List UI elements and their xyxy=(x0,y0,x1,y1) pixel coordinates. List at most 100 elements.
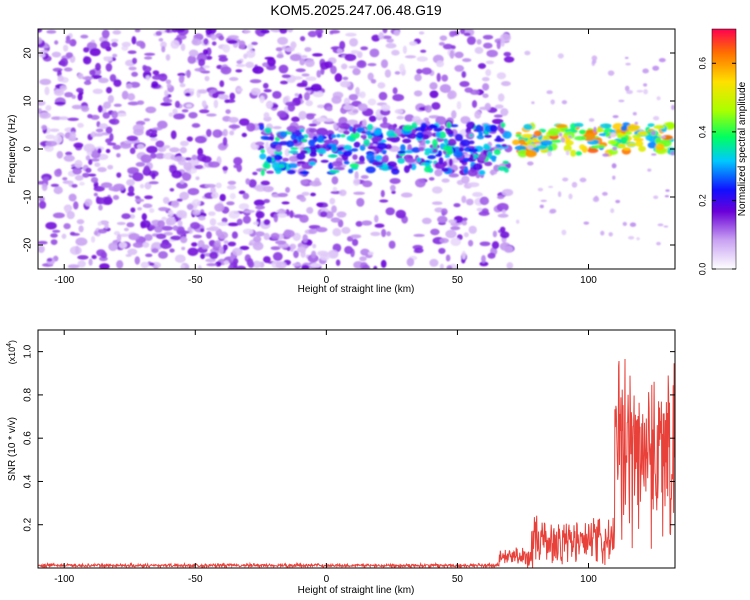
spectral-blob xyxy=(607,70,615,76)
spectral-blob xyxy=(187,187,200,196)
spectral-blob xyxy=(539,204,544,209)
spectral-blob xyxy=(281,74,292,79)
spectral-blob xyxy=(108,242,118,252)
spectral-blob xyxy=(385,207,395,216)
spectral-blob xyxy=(163,231,173,236)
spectral-blob xyxy=(78,225,84,233)
spectral-blob xyxy=(259,153,267,160)
spectral-blob xyxy=(392,87,398,95)
spectral-blob xyxy=(162,196,170,204)
spectral-blob xyxy=(235,265,247,269)
spectral-blob xyxy=(429,82,438,90)
spectral-blob xyxy=(263,219,271,226)
spectral-blob xyxy=(447,90,457,99)
spectral-blob xyxy=(105,126,113,134)
spectral-blob xyxy=(429,258,439,267)
spectral-blob xyxy=(476,207,484,212)
spectral-blob xyxy=(50,233,58,238)
spectral-blob xyxy=(90,39,96,43)
spectral-blob xyxy=(548,185,554,188)
spectral-blob xyxy=(98,77,109,84)
spectral-blob xyxy=(289,210,294,219)
spectral-blob xyxy=(611,163,617,169)
spectral-blob xyxy=(550,99,555,105)
spectral-blob xyxy=(311,250,317,259)
spectral-blob xyxy=(436,72,441,82)
spectral-blob xyxy=(293,138,298,144)
spectral-blob xyxy=(468,239,474,247)
spectral-blob xyxy=(209,251,219,260)
spectral-blob xyxy=(344,53,357,62)
spectral-blob xyxy=(608,232,613,237)
spectral-blob xyxy=(263,88,272,93)
spectral-blob xyxy=(188,111,198,119)
spectral-blob xyxy=(112,53,118,58)
spectral-blob xyxy=(343,97,351,106)
spectral-blob xyxy=(160,41,167,49)
spectral-blob xyxy=(252,241,264,251)
spectral-blob xyxy=(226,201,235,206)
spectral-blob xyxy=(444,154,451,159)
spectral-blob xyxy=(349,163,360,168)
spectral-blob xyxy=(441,208,448,216)
spectral-blob xyxy=(116,153,121,158)
spectral-blob xyxy=(400,192,413,198)
spectral-blob xyxy=(169,147,180,153)
spectral-blob xyxy=(652,116,660,121)
spectral-blob xyxy=(238,118,250,126)
spectral-blob xyxy=(53,186,63,195)
spectral-blob xyxy=(296,160,306,165)
spectral-blob xyxy=(656,241,661,246)
spectral-blob xyxy=(38,245,45,253)
spectral-blob xyxy=(231,231,238,239)
spectral-blob xyxy=(441,178,450,183)
spectral-blob xyxy=(561,229,567,236)
spectrogram-heatmap xyxy=(38,29,675,269)
spectral-blob xyxy=(249,79,262,84)
spectral-blob xyxy=(68,193,77,202)
spectral-blob xyxy=(262,82,269,89)
spectral-blob xyxy=(442,43,454,50)
spectral-blob xyxy=(83,80,92,85)
spectral-blob xyxy=(316,143,321,150)
spectrogram-x-axis-label: Height of straight line (km) xyxy=(298,284,415,295)
spectral-blob xyxy=(277,36,289,45)
spectral-blob xyxy=(43,177,50,182)
spectral-blob xyxy=(312,53,323,57)
spectral-blob xyxy=(179,140,189,147)
spectral-blob xyxy=(199,109,210,114)
spectral-blob xyxy=(558,132,563,137)
spectral-blob xyxy=(399,63,405,72)
spectral-blob xyxy=(64,91,74,98)
snr-line xyxy=(38,358,675,568)
spectral-blob xyxy=(260,148,266,154)
spectral-blob xyxy=(362,119,367,127)
spectral-blob xyxy=(151,75,163,80)
spectral-blob xyxy=(283,229,295,238)
spectral-blob xyxy=(69,231,76,236)
spectral-blob xyxy=(150,152,157,159)
spectral-blob xyxy=(404,55,417,59)
spectral-blob xyxy=(423,148,434,152)
spectral-blob xyxy=(416,68,423,75)
spectral-blob xyxy=(212,129,223,138)
spectral-blob xyxy=(290,133,297,141)
spectral-blob xyxy=(219,193,226,202)
spectral-blob xyxy=(295,68,306,73)
spectral-blob xyxy=(75,237,88,246)
spectral-blob xyxy=(389,177,401,185)
spectral-blob xyxy=(353,191,366,195)
spectral-blob xyxy=(451,45,456,50)
spectral-blob xyxy=(41,124,48,130)
chart-title: KOM5.2025.247.06.48.G19 xyxy=(270,2,441,18)
spectral-blob xyxy=(192,209,201,216)
spectral-blob xyxy=(446,121,452,129)
spectral-blob xyxy=(181,246,186,251)
spectral-blob xyxy=(142,203,153,209)
spectral-blob xyxy=(592,59,597,64)
spectral-blob xyxy=(593,144,606,149)
spectral-blob xyxy=(382,116,388,125)
spectral-blob xyxy=(338,122,351,130)
spectral-blob xyxy=(129,214,136,219)
